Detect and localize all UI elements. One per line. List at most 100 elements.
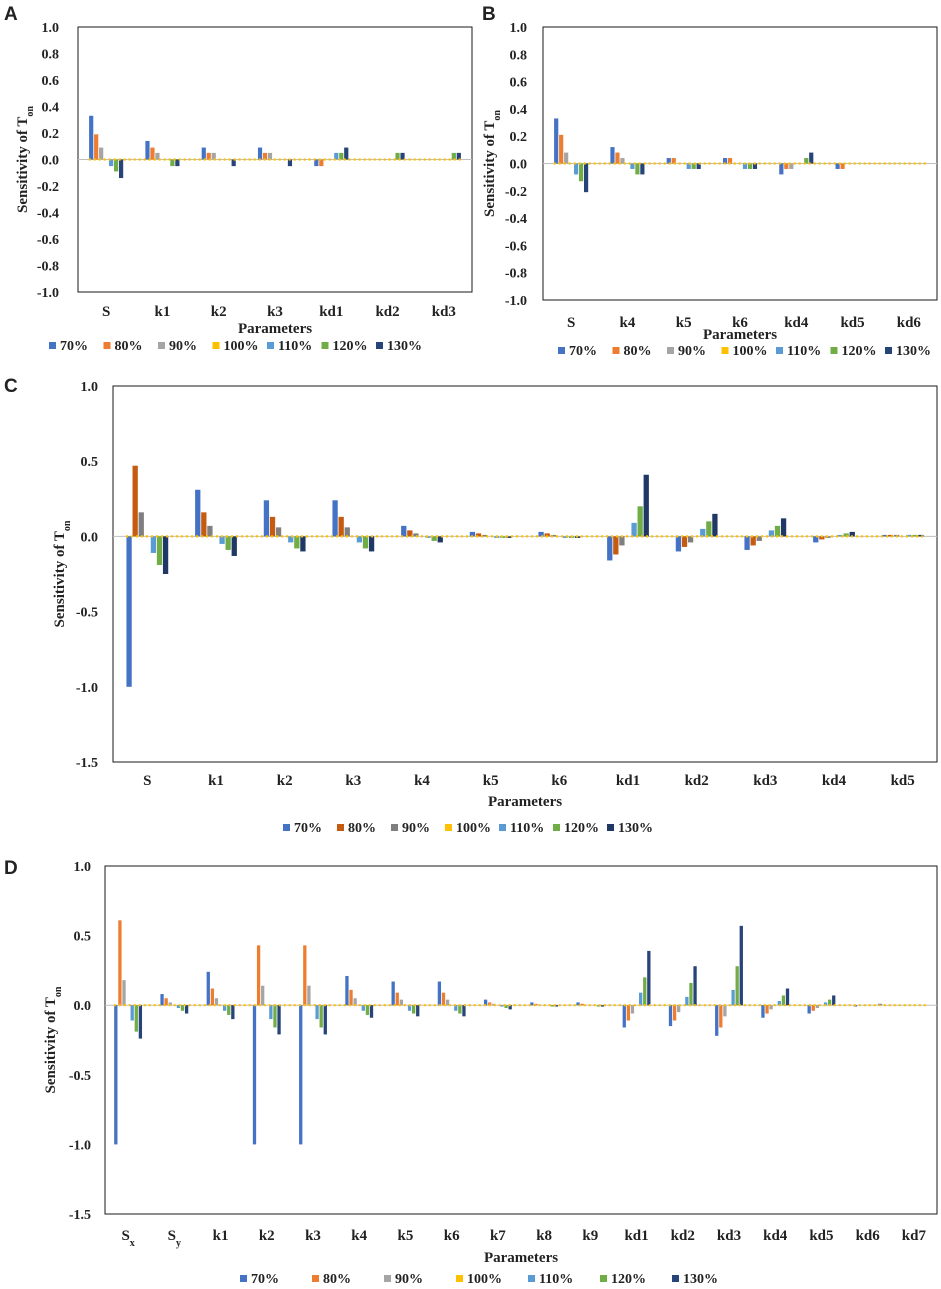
y-tick-label: -1.0 — [37, 286, 59, 301]
legend-label: 120% — [564, 821, 599, 836]
legend-swatch — [600, 1275, 607, 1282]
y-tick-label: -1.5 — [76, 756, 98, 771]
y-tick-label: 1.0 — [510, 21, 528, 36]
bar-110pct — [742, 163, 748, 169]
panel-a: A 1.0 0.8 0.6 0.4 0.2 0.0 -0.2 -0.4 -0.6 -0.8 -1.0 S… — [4, 4, 473, 354]
bar-130pct — [506, 536, 512, 538]
bar-70pct — [610, 147, 615, 164]
bar-110pct — [361, 1005, 365, 1011]
bar-120pct — [134, 1005, 138, 1032]
bar-110pct — [334, 152, 339, 160]
bar-130pct — [368, 536, 375, 552]
bar-80pct — [615, 152, 620, 164]
x-tick-label: kd3 — [753, 773, 777, 789]
x-tick-label: kd4 — [822, 773, 847, 789]
bar-70pct — [530, 1002, 534, 1006]
bar-130pct — [918, 534, 924, 537]
legend-label: 110% — [278, 339, 312, 354]
bar-130pct — [712, 513, 718, 537]
bar-120pct — [827, 999, 832, 1006]
bar-80pct — [132, 465, 138, 537]
bar-70pct — [314, 159, 319, 167]
bar-120pct — [170, 159, 175, 167]
bar-130pct — [300, 536, 306, 552]
bar-80pct — [256, 945, 261, 1006]
y-tick-label: -0.6 — [37, 233, 59, 248]
legend-swatch — [445, 824, 452, 831]
bar-130pct — [508, 1005, 512, 1010]
bar-110pct — [630, 163, 635, 169]
bar-80pct — [765, 1005, 769, 1014]
bar-80pct — [784, 163, 789, 169]
bar-80pct — [441, 992, 446, 1006]
x-tick-label: k6 — [551, 773, 567, 789]
bar-70pct — [554, 118, 559, 164]
x-axis-title: Parameters — [238, 321, 312, 337]
legend-swatch — [49, 342, 56, 349]
panel-b: B 1.0 0.8 0.6 0.4 0.2 0.0 -0.2 -0.4 -0.6 -0.8 -1.0 S… — [482, 4, 938, 359]
bar-90pct — [214, 998, 219, 1006]
bar-70pct — [881, 534, 888, 537]
y-tick-label: -1.0 — [69, 1138, 91, 1153]
legend-swatch — [528, 1275, 535, 1282]
legend-label: 70% — [251, 1272, 279, 1287]
bar-110pct — [562, 536, 569, 538]
bar-120pct — [735, 966, 739, 1006]
bar-110pct — [639, 992, 643, 1006]
bar-120pct — [596, 1005, 601, 1007]
panel-c: C 1.0 0.5 0.0 -0.5 -1.0 -1.5 S k1 k2 k3 k4 k5 k6 kd1 kd… — [4, 376, 938, 836]
x-tick-label: k3 — [345, 773, 361, 789]
bar-90pct — [211, 152, 216, 160]
bar-80pct — [118, 920, 122, 1006]
x-tick-label: k1 — [155, 304, 171, 320]
y-axis-title: Sensitivity of Ton — [52, 520, 73, 627]
bar-70pct — [483, 999, 488, 1006]
legend-label: 100% — [733, 344, 768, 359]
bar-120pct — [804, 158, 809, 164]
legend-swatch — [103, 342, 111, 349]
bar-110pct — [454, 1005, 458, 1011]
x-tick-label: kd5 — [840, 315, 864, 331]
legend-label: 90% — [395, 1272, 423, 1287]
x-tick-label: k3 — [305, 1228, 321, 1244]
bar-70pct — [257, 147, 263, 160]
bar-110pct — [109, 159, 114, 167]
x-tick-label: k9 — [582, 1228, 598, 1244]
bar-120pct — [706, 521, 712, 537]
bar-70pct — [744, 536, 750, 550]
y-tick-label: -1.0 — [505, 294, 527, 309]
bar-120pct — [225, 536, 231, 550]
bar-130pct — [175, 159, 180, 167]
bar-90pct — [344, 527, 350, 537]
bar-80pct — [164, 998, 168, 1006]
bar-90pct — [550, 534, 556, 537]
bar-80pct — [727, 158, 733, 164]
legend-label: 90% — [169, 339, 197, 354]
legend-label: 120% — [611, 1272, 646, 1287]
bar-70pct — [722, 158, 728, 164]
y-tick-label: 0.8 — [510, 48, 528, 63]
y-tick-label: 0.4 — [510, 103, 528, 118]
legend-label: 130% — [683, 1272, 718, 1287]
bar-90pct — [481, 534, 488, 537]
bar-120pct — [912, 534, 918, 537]
bar-70pct — [469, 531, 476, 537]
bar-120pct — [643, 977, 647, 1006]
legend-swatch — [607, 824, 614, 831]
bar-70pct — [201, 147, 206, 160]
bar-120pct — [747, 163, 753, 169]
bar-70pct — [332, 500, 338, 537]
bar-70pct — [299, 1005, 303, 1145]
legend-label: 70% — [60, 339, 88, 354]
panel-label: A — [4, 4, 18, 25]
x-tick-label: kd2 — [685, 773, 709, 789]
x-tick-label: k3 — [267, 304, 283, 320]
bar-80pct — [580, 1003, 584, 1006]
bar-70pct — [607, 536, 613, 561]
bar-130pct — [739, 925, 743, 1006]
bar-130pct — [640, 163, 645, 175]
y-tick-label: 1.0 — [74, 860, 92, 875]
bar-130pct — [584, 163, 589, 193]
x-tick-label: k5 — [676, 315, 692, 331]
x-tick-label: k2 — [259, 1228, 275, 1244]
